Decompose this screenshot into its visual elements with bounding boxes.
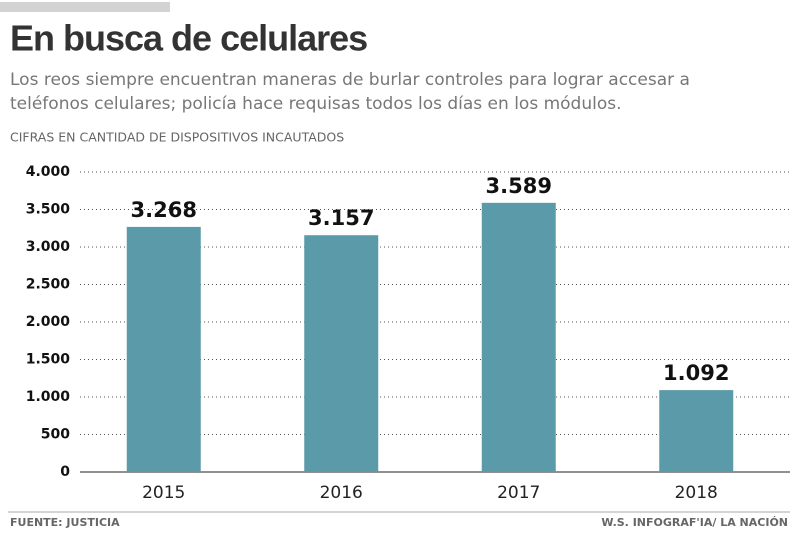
axis-caption: CIFRAS EN CANTIDAD DE DISPOSITIVOS INCAU… [10,130,344,145]
x-tick-label: 2018 [675,483,718,503]
subtitle-line: Los reos siempre encuentran maneras de b… [10,70,690,90]
y-tick-label: 3.000 [26,239,71,255]
credit: W.S. INFOGRAF'IA/ LA NACIÓN [601,516,788,529]
x-tick-label: 2016 [320,483,363,503]
y-tick-label: 3.500 [26,202,71,218]
x-tick-label: 2015 [142,483,185,503]
y-tick-label: 500 [41,427,70,443]
value-label: 3.589 [486,174,552,198]
header-bar [0,2,170,12]
y-tick-label: 2.500 [26,277,71,293]
value-label: 3.157 [308,206,374,230]
bar [659,390,734,472]
y-tick-label: 1.500 [26,352,71,368]
y-tick-label: 4.000 [26,164,71,180]
source: FUENTE: JUSTICIA [10,516,120,529]
y-tick-label: 0 [60,464,70,480]
bar [126,226,201,472]
bar [481,202,556,472]
value-label: 3.268 [131,198,197,222]
x-tick-label: 2017 [497,483,540,503]
bar [304,235,379,472]
y-tick-label: 2.000 [26,314,71,330]
value-label: 1.092 [663,361,729,385]
subtitle-line: teléfonos celulares; policía hace requis… [10,94,622,114]
y-tick-label: 1.000 [26,389,71,405]
chart-title: En busca de celulares [10,18,367,59]
